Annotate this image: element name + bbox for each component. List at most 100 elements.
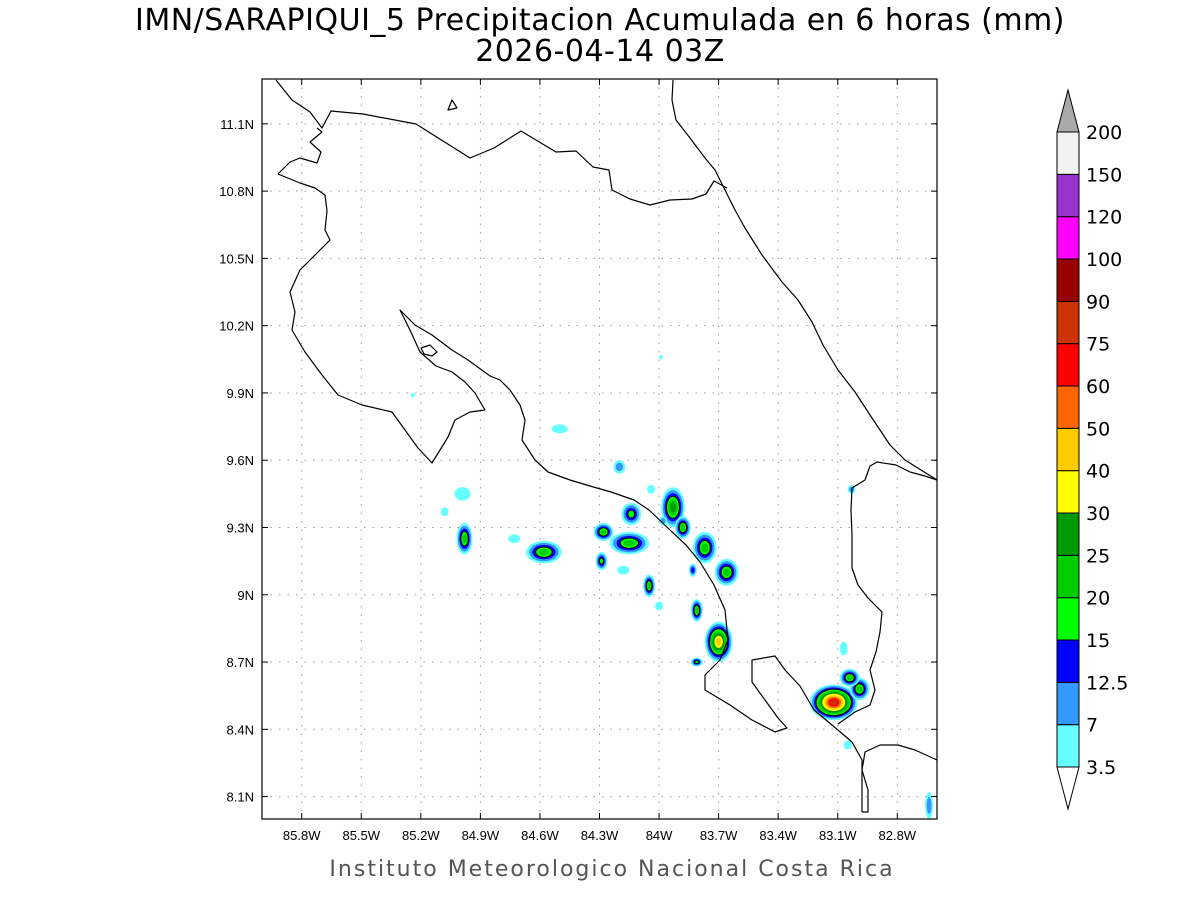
colorbar-label: 200 [1086,122,1122,144]
precip-contour [691,567,695,574]
precip-cell [643,574,656,598]
colorbar-swatch [1056,343,1080,387]
y-tick-label: 9.3N [227,520,254,535]
colorbar-swatch [1056,554,1080,599]
precip-cell [609,531,650,555]
colorbar-label: 150 [1086,164,1122,186]
precip-cell [839,668,860,687]
precipitation-field [410,354,934,819]
precip-contour [410,392,415,398]
precip-cell [714,558,739,586]
precip-cell [659,516,667,526]
precip-cell [661,487,685,528]
colorbar-swatch [1056,724,1080,768]
precip-contour [462,534,467,544]
y-tick-label: 9.6N [227,453,254,468]
x-tick-label: 84W [646,828,673,843]
precip-cell [526,540,562,564]
nicoya-pacific-coast [277,127,863,812]
colorbar-swatch [1056,470,1080,514]
y-tick-label: 10.5N [219,251,254,266]
colorbar-label: 100 [1086,249,1122,271]
colorbar-label: 40 [1086,461,1110,483]
colorbar-swatch [1056,512,1080,556]
precip-cell [456,523,473,555]
colorbar-under-arrow [1056,766,1080,811]
precip-cell [690,599,703,622]
precip-contour [701,543,709,553]
precip-contour [846,675,853,681]
precip-contour [655,601,664,611]
colorbar-swatch [1056,597,1080,641]
chart-subtitle: 2026-04-14 03Z [475,34,725,69]
precip-cell [659,354,664,360]
precip-cell [843,740,852,750]
precip-cell [655,601,664,611]
precip-contour [454,487,471,501]
y-tick-label: 9N [237,588,254,603]
precip-cell [809,684,858,721]
colorbar: 3.5 7 12.5 15 20 25 30 40 50 60 75 90 100 120 150 200 [1056,88,1128,811]
precip-contour [856,685,863,693]
y-tick-label: 8.1N [227,790,254,805]
precip-contour [843,740,852,750]
colorbar-swatch [1056,300,1080,345]
colorbar-label: 120 [1086,207,1122,229]
footer-credit: Instituto Meteorologico Nacional Costa R… [329,857,894,882]
colorbar-swatch [1056,681,1080,726]
panama-border [837,461,937,813]
precip-cell [925,792,934,819]
precip-cell [692,531,717,564]
colorbar-swatch [1056,427,1080,472]
precip-contour [538,548,550,556]
precip-cell [690,657,703,667]
chart-title: IMN/SARAPIQUI_5 Precipitacion Acumulada … [135,3,1065,38]
precip-contour [680,524,686,531]
precip-cell [688,563,697,577]
x-tick-label: 84.3W [581,828,619,843]
precip-contour [440,507,449,517]
colorbar-label: 15 [1086,630,1110,652]
precip-contour [670,502,676,513]
y-tick-label: 9.9N [227,386,254,401]
coastlines [275,79,937,813]
colorbar-over-arrow [1056,88,1080,133]
precip-contour [839,641,848,656]
map-axes: 85.8W 85.5W 85.2W 84.9W 84.6W 84.3W 84W 83.7W 83… [219,78,938,843]
x-tick-label: 82.8W [879,828,917,843]
precip-contour [551,424,568,434]
colorbar-label: 7 [1086,715,1098,737]
y-tick-label: 11.1N [220,117,254,132]
precip-contour [647,582,651,589]
colorbar-label: 60 [1086,376,1110,398]
precip-contour [926,797,932,814]
x-tick-label: 83.7W [700,828,738,843]
y-tick-label: 10.8N [219,184,254,199]
nicoya-gulf-island [420,344,438,357]
colorbar-label: 3.5 [1086,757,1116,779]
precip-cell [410,392,415,398]
precip-contour [647,484,656,494]
precip-cell [454,487,471,501]
precip-cell [621,502,642,526]
precip-cell [595,552,608,571]
colorbar-label: 20 [1086,588,1110,610]
precip-cell [617,565,630,575]
colorbar-label: 90 [1086,291,1110,313]
precip-cell [593,523,614,541]
precip-contour [723,568,730,577]
x-tick-label: 84.9W [462,828,500,843]
precip-contour [623,539,635,547]
lake-island-north [447,99,458,111]
precip-cell [613,460,626,474]
precip-contour [615,462,624,472]
precip-contour [695,607,699,614]
colorbar-label: 75 [1086,334,1110,356]
precip-contour [600,529,607,535]
y-tick-label: 10.2N [219,319,254,334]
nicaragua-costa-rica-border [275,79,728,206]
precip-contour [716,638,722,646]
precip-contour [830,699,838,705]
x-tick-label: 83.1W [819,828,857,843]
